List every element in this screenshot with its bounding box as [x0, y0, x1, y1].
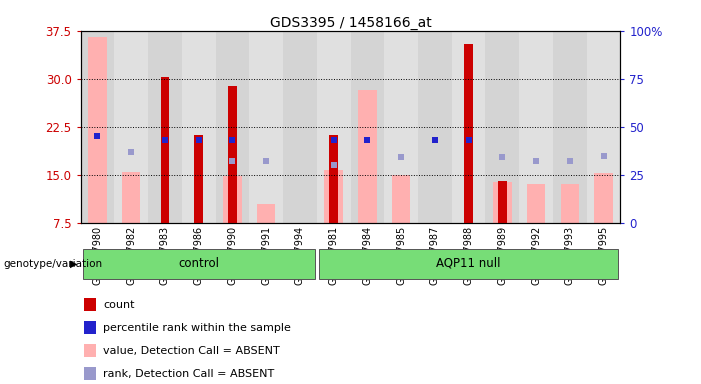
Bar — [384, 31, 418, 223]
Bar — [553, 31, 587, 223]
Text: count: count — [103, 300, 135, 310]
Bar — [418, 31, 451, 223]
Bar — [317, 31, 350, 223]
Bar — [148, 31, 182, 223]
Bar — [451, 31, 485, 223]
Text: value, Detection Call = ABSENT: value, Detection Call = ABSENT — [103, 346, 280, 356]
Bar — [392, 175, 410, 223]
Bar — [319, 249, 618, 279]
Bar — [182, 31, 216, 223]
Bar — [325, 170, 343, 223]
Bar — [519, 31, 553, 223]
Bar — [485, 31, 519, 223]
Text: AQP11 null: AQP11 null — [436, 257, 501, 270]
Text: ▶: ▶ — [69, 259, 77, 269]
Bar — [561, 184, 579, 223]
Bar — [84, 367, 96, 380]
Bar — [114, 31, 148, 223]
Bar — [122, 172, 140, 223]
Bar — [223, 176, 242, 223]
Bar — [84, 298, 96, 311]
Bar — [250, 31, 283, 223]
Bar — [526, 184, 545, 223]
Bar — [194, 135, 203, 223]
Bar — [257, 204, 275, 223]
Bar — [161, 77, 169, 223]
Text: rank, Detection Call = ABSENT: rank, Detection Call = ABSENT — [103, 369, 275, 379]
Bar — [283, 31, 317, 223]
Bar — [493, 182, 512, 223]
Text: percentile rank within the sample: percentile rank within the sample — [103, 323, 291, 333]
Text: control: control — [178, 257, 219, 270]
Text: genotype/variation: genotype/variation — [4, 259, 102, 269]
Bar — [81, 31, 114, 223]
Bar — [229, 86, 237, 223]
Bar — [216, 31, 250, 223]
Bar — [587, 31, 620, 223]
Bar — [464, 43, 472, 223]
Title: GDS3395 / 1458166_at: GDS3395 / 1458166_at — [270, 16, 431, 30]
Bar — [498, 181, 507, 223]
Bar — [84, 321, 96, 334]
Bar — [358, 90, 376, 223]
Bar — [329, 135, 338, 223]
Bar — [84, 344, 96, 357]
Bar — [83, 249, 315, 279]
Bar — [350, 31, 384, 223]
Bar — [88, 37, 107, 223]
Bar — [594, 174, 613, 223]
